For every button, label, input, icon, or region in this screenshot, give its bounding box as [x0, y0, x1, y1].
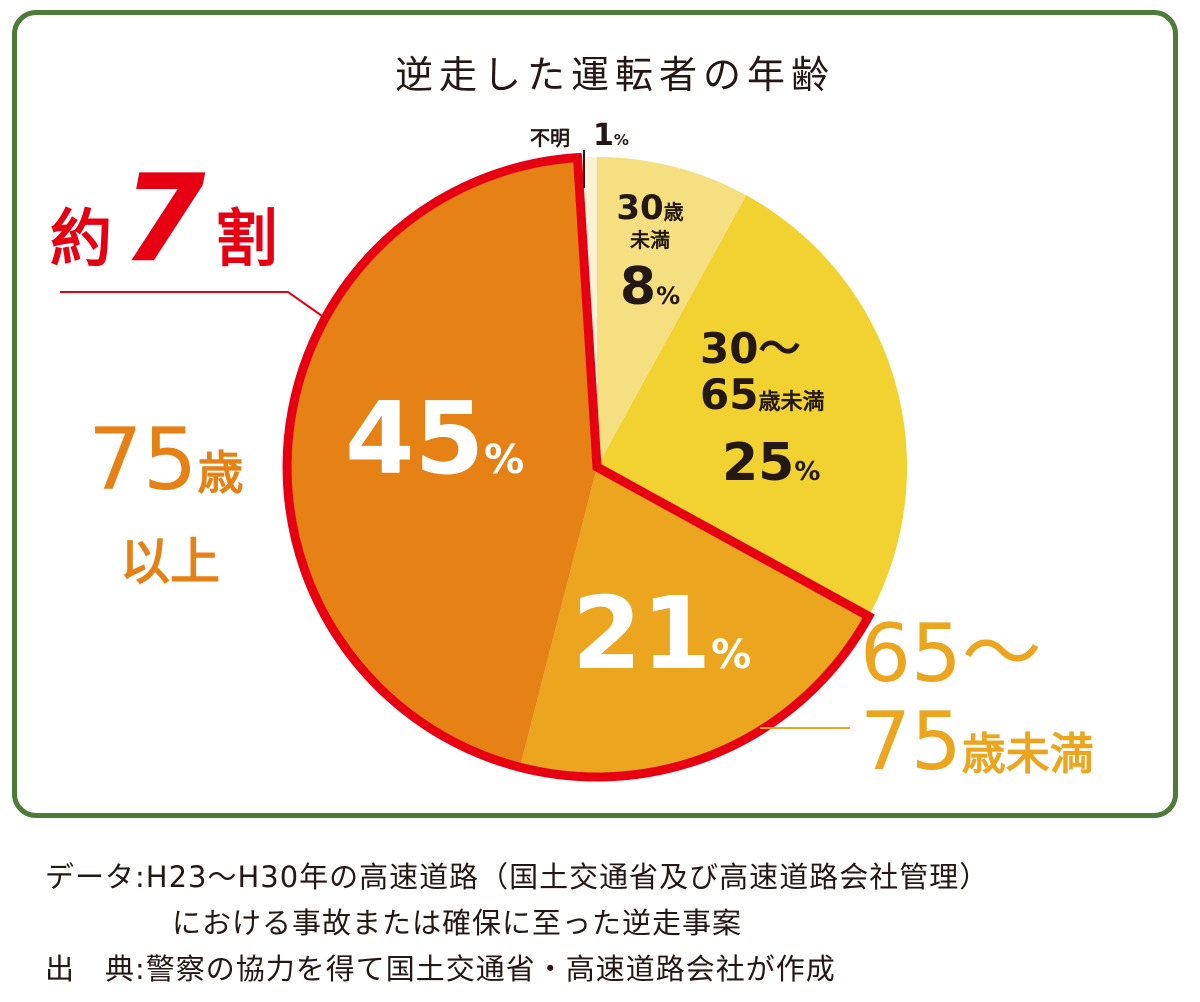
pie-slice-0: [597, 156, 747, 467]
chart-title: 逆走した運転者の年齢: [394, 53, 835, 97]
label-over75: 75歳 以上: [88, 410, 244, 591]
label-unknown: 不明 1%: [530, 118, 629, 153]
label-over75-value: 45%: [345, 380, 525, 497]
pie-slice-1: [597, 195, 908, 617]
label-65-75: 65〜 75歳未満: [860, 607, 1094, 788]
highlight-leader-line: [60, 291, 326, 319]
label-65-75-value: 21%: [572, 575, 752, 692]
label-under30: 30歳 未満 8%: [616, 188, 684, 317]
highlight-label: 約7 割: [50, 150, 278, 289]
footer-data-line2: における事故または確保に至った逆走事案: [172, 906, 743, 940]
footer-data-line1: データ:H23〜H30年の高速道路（国土交通省及び高速道路会社管理）: [45, 860, 990, 894]
highlight-outline: [282, 152, 875, 782]
footer-source: 出 典:警察の協力を得て国土交通省・高速道路会社が作成: [45, 952, 836, 986]
pie-slice-2: [519, 467, 869, 778]
label-30-65: 30〜 65歳未満 25%: [700, 324, 825, 494]
pie-slice-3: [286, 157, 597, 768]
chart-frame: [12, 10, 1178, 818]
